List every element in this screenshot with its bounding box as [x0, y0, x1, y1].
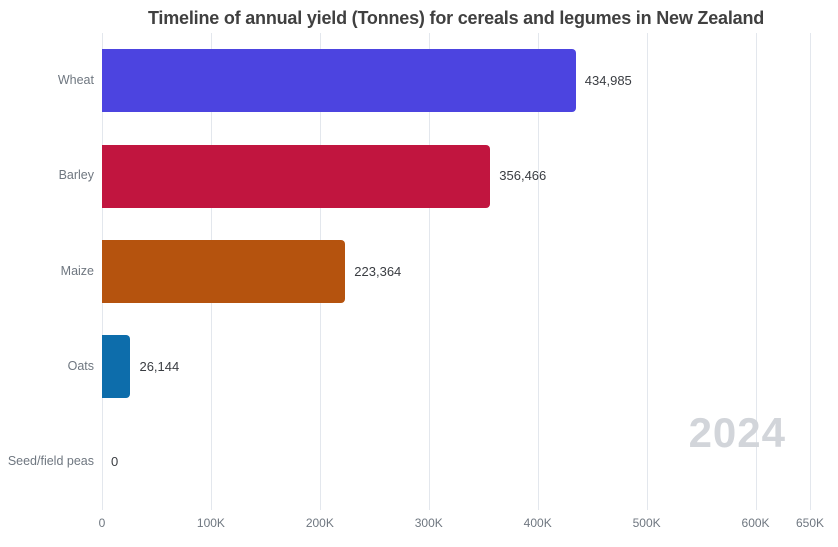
x-axis-tick-label: 0	[98, 516, 106, 530]
x-axis-tick-label: 200K	[305, 516, 334, 530]
x-axis-tick-label: 300K	[414, 516, 443, 530]
category-label: Wheat	[57, 72, 94, 87]
gridline	[428, 33, 430, 510]
bar	[102, 144, 491, 208]
value-label: 356,466	[499, 168, 547, 184]
bar	[102, 240, 346, 303]
year-watermark: 2024	[688, 409, 786, 456]
gridline	[755, 33, 757, 510]
category-label: Seed/field peas	[7, 454, 94, 469]
category-label: Oats	[67, 358, 94, 373]
chart-title: Timeline of annual yield (Tonnes) for ce…	[147, 8, 765, 28]
bar	[102, 49, 576, 113]
gridline	[646, 33, 648, 510]
x-axis-tick-label: 650K	[795, 516, 825, 530]
plot-area: 434,985 356,466 223,364 26,144 0	[102, 33, 811, 510]
gridline	[810, 33, 811, 510]
value-label: 0	[111, 454, 119, 470]
category-label: Maize	[60, 263, 94, 278]
x-axis-tick-label: 100K	[196, 516, 225, 530]
value-label: 26,144	[139, 358, 180, 374]
value-label: 434,985	[584, 72, 632, 88]
category-label: Barley	[58, 168, 94, 183]
gridline	[537, 33, 539, 510]
x-axis-tick-label: 500K	[632, 516, 661, 530]
value-label: 223,364	[354, 263, 402, 279]
x-axis-tick-label: 400K	[523, 516, 552, 530]
x-axis-tick-label: 600K	[741, 516, 770, 530]
bar	[102, 335, 131, 399]
